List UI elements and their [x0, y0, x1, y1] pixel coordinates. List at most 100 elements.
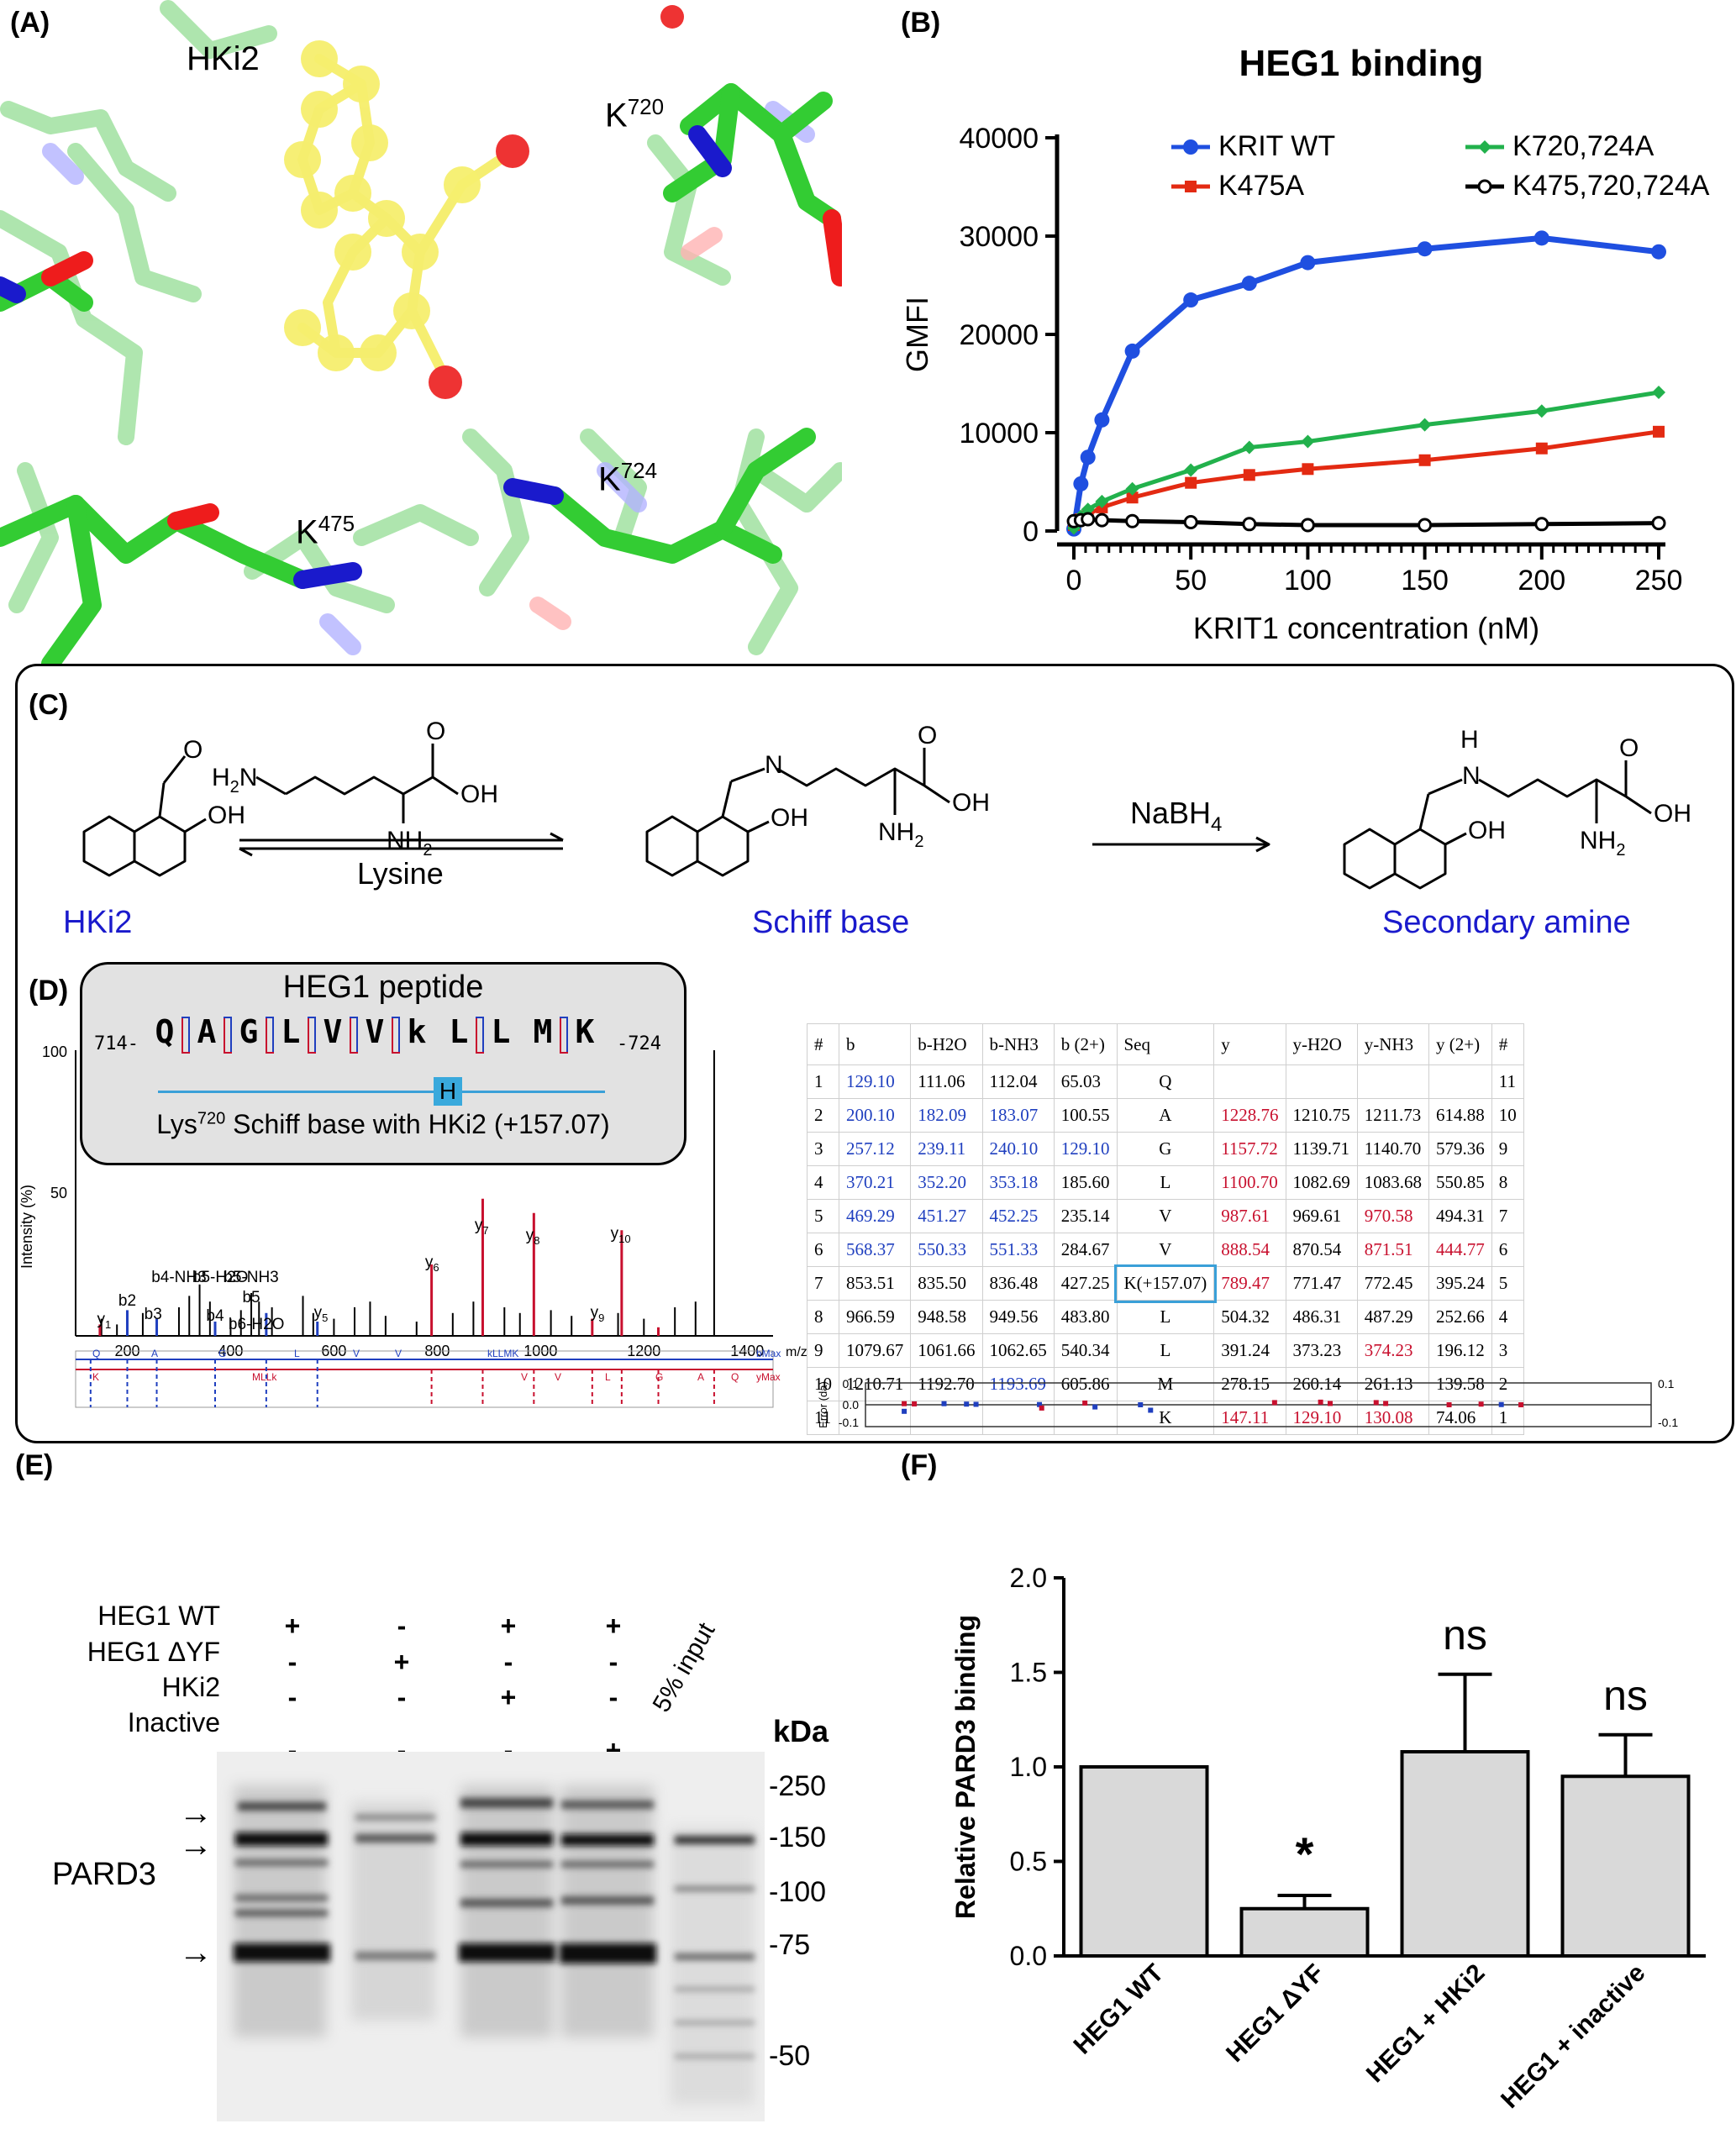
table-row: 1 129.10 111.06 112.04 65.03 Q 11	[807, 1064, 1524, 1099]
cleavage-bracket	[560, 1017, 568, 1052]
table-header-cell: y (2+)	[1428, 1023, 1492, 1065]
cleavage-bracket	[350, 1017, 358, 1052]
table-cell: 3	[1491, 1333, 1524, 1368]
data-point	[1533, 230, 1549, 246]
error-point	[1148, 1407, 1154, 1413]
modification-marker: H	[434, 1077, 462, 1106]
spectrum-y-label: Intensity (%)	[18, 1185, 35, 1269]
peptide-caption: Lys720 Schiff base with HKi2 (+157.07)	[156, 1109, 610, 1139]
table-cell: V	[1116, 1199, 1215, 1233]
table-cell: K	[1116, 1401, 1215, 1435]
schiff-acid-oh: OH	[952, 789, 990, 817]
condition-sign: -	[287, 1647, 297, 1677]
table-cell	[1213, 1064, 1286, 1099]
ladder-frame	[75, 1350, 774, 1408]
data-point	[1124, 343, 1140, 359]
lysine-h2n: H2N	[212, 764, 257, 796]
table-cell: 6	[807, 1233, 839, 1267]
table-cell: 948.58	[910, 1300, 983, 1334]
data-point	[1302, 463, 1314, 476]
table-row: 5 469.29 451.27 452.25 235.14 V 987.61 969.61 97…	[807, 1199, 1524, 1233]
spectrum-peak-label: y9	[591, 1304, 605, 1324]
error-y-tick: 0.0	[843, 1398, 860, 1411]
spectrum-peak-label: b5-H2O	[192, 1269, 249, 1286]
data-point	[1241, 276, 1257, 292]
data-point	[1094, 513, 1109, 528]
ladder-top-label: L	[294, 1348, 300, 1359]
table-cell: 1139.71	[1285, 1132, 1358, 1166]
legend-marker	[1185, 181, 1197, 192]
ladder-top-label: G	[218, 1348, 226, 1359]
condition-sign: +	[500, 1611, 517, 1641]
table-cell: 129.10	[838, 1064, 912, 1099]
schiff-nh2: NH2	[878, 818, 923, 851]
condition-row-label: HKi2	[161, 1672, 220, 1702]
table-cell: 11	[1491, 1064, 1524, 1099]
condition-sign: -	[287, 1735, 297, 1765]
table-cell: 7	[1491, 1199, 1524, 1233]
y-tick-label: 20000	[959, 319, 1039, 351]
condition-row-label: HEG1 WT	[97, 1601, 220, 1631]
cleavage-bracket	[560, 1018, 568, 1054]
condition-sign: +	[500, 1682, 517, 1712]
series-line	[1071, 390, 1660, 529]
error-point	[1498, 1401, 1504, 1407]
error-point	[1318, 1399, 1323, 1405]
sequence-residue: K	[575, 1013, 595, 1050]
legend-marker	[1478, 140, 1491, 154]
y-tick-label: 0	[1023, 516, 1039, 548]
error-point	[964, 1401, 970, 1407]
table-cell: 2	[1491, 1367, 1524, 1401]
table-cell: 8	[807, 1300, 839, 1334]
cleavage-bracket	[266, 1018, 274, 1054]
data-point	[1081, 502, 1095, 517]
data-point	[1184, 463, 1198, 477]
data-point	[1095, 494, 1109, 508]
peptide-end: -724	[617, 1033, 661, 1054]
table-row: 4 370.21 352.20 353.18 185.60 L 1100.70 1082.69…	[807, 1165, 1524, 1200]
table-cell: 257.12	[838, 1132, 912, 1166]
table-cell	[1285, 1064, 1358, 1099]
legend-label: KRIT WT	[1218, 130, 1335, 162]
y-tick-label: 30000	[959, 221, 1039, 253]
schiff-n: N	[765, 751, 783, 779]
table-cell: 469.29	[838, 1199, 912, 1233]
table-cell: 871.51	[1356, 1233, 1430, 1267]
sequence-residue: L	[449, 1013, 469, 1050]
table-cell: 540.34	[1053, 1333, 1118, 1368]
error-point	[1373, 1400, 1379, 1406]
table-cell: L	[1116, 1165, 1215, 1200]
amine-nh2: NH2	[1580, 827, 1625, 859]
condition-sign: -	[503, 1735, 513, 1765]
table-cell: 395.24	[1428, 1266, 1492, 1301]
lysine-nh2: NH2	[387, 827, 432, 859]
table-cell: 2	[807, 1098, 839, 1133]
legend-label: K475A	[1218, 170, 1304, 202]
table-cell: 1140.70	[1356, 1132, 1430, 1166]
table-cell: 605.86	[1053, 1367, 1118, 1401]
amine-acid-oh: OH	[1654, 800, 1691, 828]
ligand-label: HKi2	[187, 40, 260, 77]
table-cell: 261.13	[1356, 1367, 1430, 1401]
table-cell: 185.60	[1053, 1165, 1118, 1200]
ladder-bottom-label: V	[555, 1371, 561, 1383]
ladder-top-label: bMax	[756, 1348, 781, 1359]
panel-a: (A) HKi2 K720 K724 K475	[0, 0, 850, 673]
series-line	[1073, 517, 1660, 528]
table-cell: 483.80	[1053, 1300, 1118, 1334]
kda-label: kDa	[773, 1714, 829, 1748]
sequence-residue: L	[491, 1013, 511, 1050]
y-tick-label: 1.0	[1010, 1752, 1047, 1782]
error-point	[1271, 1400, 1277, 1406]
table-cell: 9	[1491, 1132, 1524, 1166]
compound-secondary-amine: Secondary amine	[1382, 905, 1631, 940]
table-header-cell: Seq	[1116, 1023, 1215, 1065]
data-point	[1125, 513, 1140, 528]
table-cell: 853.51	[838, 1266, 912, 1301]
category-label: HEG1 + inactive	[1496, 1959, 1650, 2114]
error-point	[973, 1401, 979, 1407]
table-cell: 487.29	[1356, 1300, 1430, 1334]
cleavage-bracket	[350, 1018, 358, 1054]
data-point	[1535, 442, 1548, 455]
